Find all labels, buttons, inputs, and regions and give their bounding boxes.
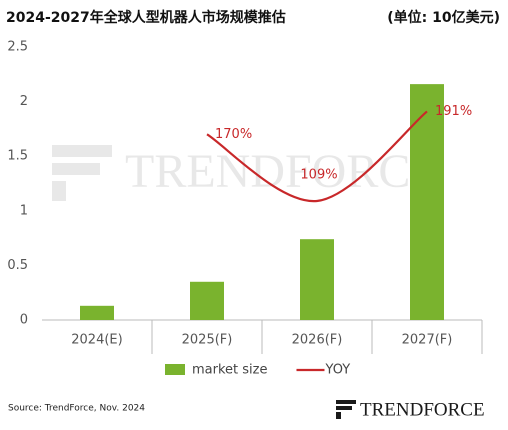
y-tick-label: 1 — [20, 203, 28, 218]
legend-label: market size — [192, 363, 267, 378]
logo-icon — [336, 406, 352, 410]
x-tick-label: 2026(F) — [292, 333, 343, 348]
data-label: 109% — [300, 167, 337, 182]
watermark-icon — [52, 181, 66, 201]
watermark: TRENDFORCE — [52, 145, 440, 201]
data-label: 170% — [215, 127, 252, 142]
logo: TRENDFORCE — [336, 399, 485, 420]
y-tick-label: 2 — [20, 94, 28, 109]
chart-title: 2024-2027年全球人型机器人市场规模推估 — [6, 9, 286, 26]
watermark-icon — [52, 145, 112, 157]
x-tick-label: 2027(F) — [402, 333, 453, 348]
logo-text: TRENDFORCE — [360, 399, 485, 420]
logo-icon — [336, 400, 356, 404]
x-tick-label: 2025(F) — [182, 333, 233, 348]
y-tick-label: 2.5 — [7, 40, 28, 55]
logo-icon — [336, 412, 341, 419]
watermark-icon — [52, 163, 100, 175]
legend-swatch — [165, 364, 185, 375]
bar — [300, 239, 334, 320]
y-tick-label: 1.5 — [7, 149, 28, 164]
y-tick-label: 0 — [20, 313, 28, 328]
line — [206, 110, 428, 203]
y-tick-label: 0.5 — [7, 258, 28, 273]
bar — [80, 305, 114, 320]
data-label: 191% — [435, 104, 472, 119]
x-tick-label: 2024(E) — [71, 333, 122, 348]
chart-subtitle: (单位: 10亿美元) — [387, 9, 500, 26]
watermark-text: TRENDFORCE — [125, 145, 440, 198]
bar — [190, 281, 224, 320]
source: Source: TrendForce, Nov. 2024 — [8, 404, 145, 414]
bar — [410, 84, 444, 321]
legend-label: YOY — [324, 363, 350, 378]
